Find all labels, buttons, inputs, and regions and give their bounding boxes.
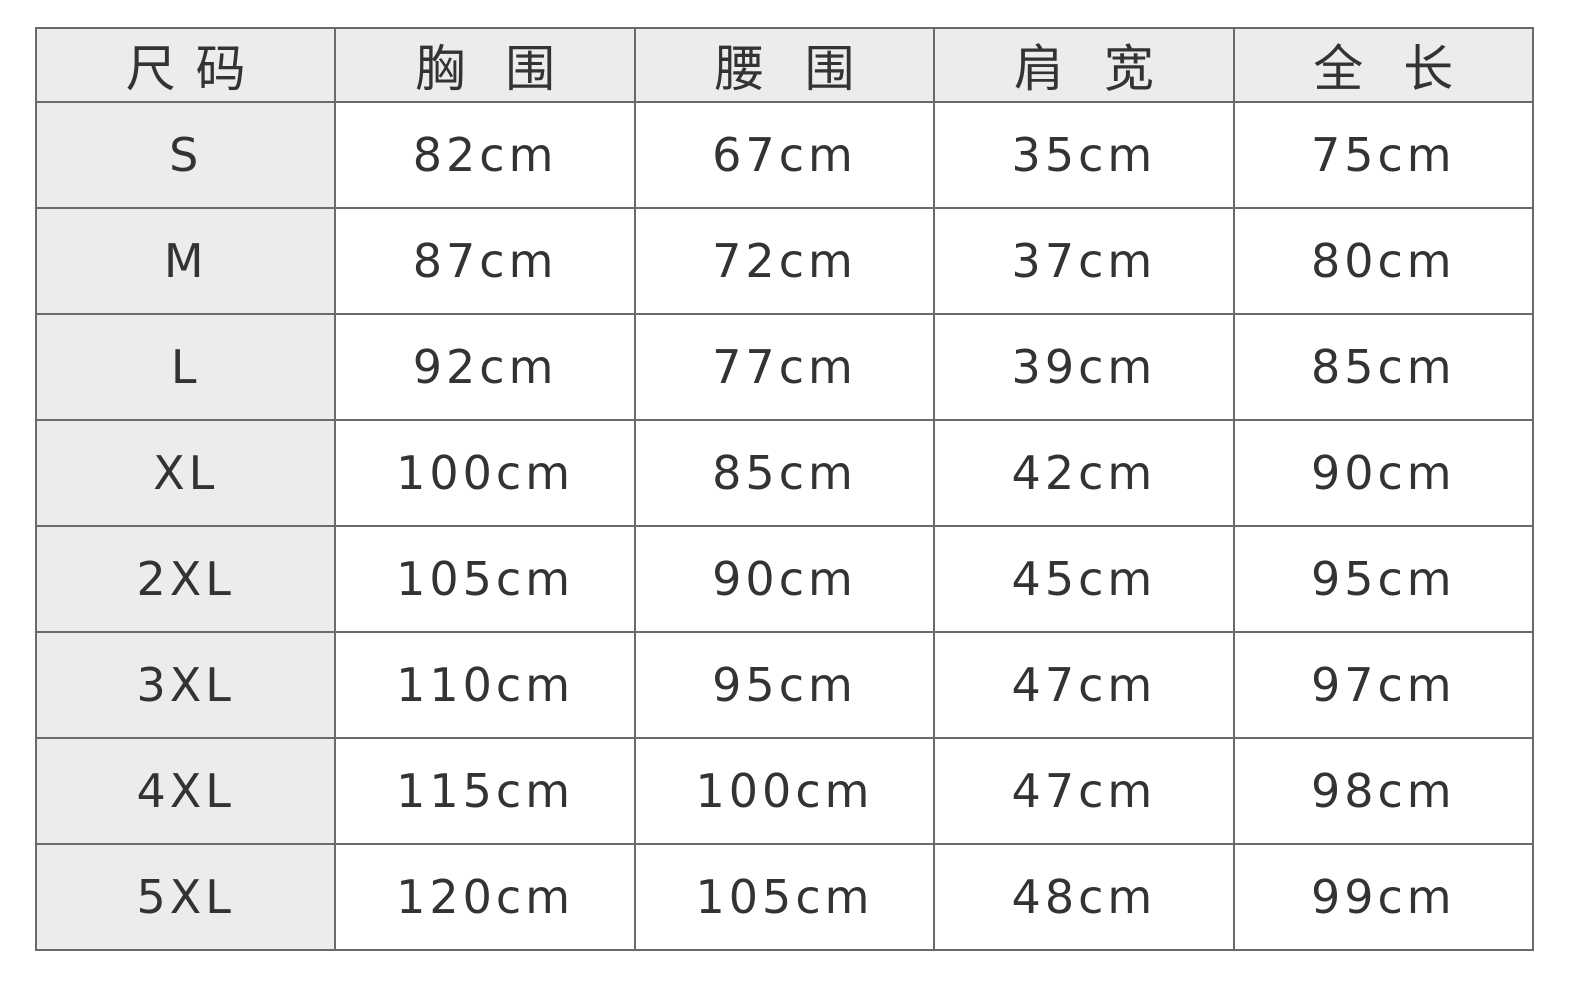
cell-chest: 100cm bbox=[334, 419, 636, 527]
cell-length: 80cm bbox=[1232, 207, 1535, 315]
table-row: 4XL 115cm 100cm 47cm 98cm bbox=[34, 737, 1535, 845]
cell-waist: 72cm bbox=[633, 207, 936, 315]
cell-size: L bbox=[34, 313, 337, 421]
cell-chest: 105cm bbox=[334, 525, 636, 633]
cell-waist: 67cm bbox=[633, 101, 936, 209]
cell-length: 85cm bbox=[1232, 313, 1535, 421]
cell-chest: 115cm bbox=[334, 737, 636, 845]
cell-waist: 90cm bbox=[633, 525, 936, 633]
cell-length: 98cm bbox=[1232, 737, 1535, 845]
table-row: M 87cm 72cm 37cm 80cm bbox=[34, 207, 1535, 315]
cell-size: M bbox=[34, 207, 337, 315]
cell-chest: 92cm bbox=[334, 313, 636, 421]
header-size: 尺码 bbox=[34, 27, 337, 103]
table-row: S 82cm 67cm 35cm 75cm bbox=[34, 101, 1535, 209]
cell-chest: 110cm bbox=[334, 631, 636, 739]
header-waist: 腰围 bbox=[633, 27, 936, 103]
table-row: 5XL 120cm 105cm 48cm 99cm bbox=[34, 843, 1535, 951]
cell-size: 4XL bbox=[34, 737, 337, 845]
cell-size: XL bbox=[34, 419, 337, 527]
cell-chest: 87cm bbox=[334, 207, 636, 315]
cell-shoulder: 42cm bbox=[933, 419, 1235, 527]
cell-size: 3XL bbox=[34, 631, 337, 739]
cell-shoulder: 47cm bbox=[933, 737, 1235, 845]
cell-chest: 82cm bbox=[334, 101, 636, 209]
table-row: L 92cm 77cm 39cm 85cm bbox=[34, 313, 1535, 421]
cell-chest: 120cm bbox=[334, 843, 636, 951]
cell-waist: 77cm bbox=[633, 313, 936, 421]
cell-waist: 85cm bbox=[633, 419, 936, 527]
table-row: 3XL 110cm 95cm 47cm 97cm bbox=[34, 631, 1535, 739]
cell-length: 97cm bbox=[1232, 631, 1535, 739]
cell-waist: 105cm bbox=[633, 843, 936, 951]
size-chart-table: 尺码 胸围 腰围 肩宽 全长 S 82cm 67cm 35cm 75cm M 87cm 72c… bbox=[34, 27, 1535, 951]
cell-length: 99cm bbox=[1232, 843, 1535, 951]
cell-shoulder: 37cm bbox=[933, 207, 1235, 315]
cell-shoulder: 47cm bbox=[933, 631, 1235, 739]
cell-shoulder: 48cm bbox=[933, 843, 1235, 951]
cell-waist: 100cm bbox=[633, 737, 936, 845]
table-row: XL 100cm 85cm 42cm 90cm bbox=[34, 419, 1535, 527]
header-chest: 胸围 bbox=[334, 27, 636, 103]
header-row: 尺码 胸围 腰围 肩宽 全长 bbox=[34, 27, 1535, 103]
cell-shoulder: 45cm bbox=[933, 525, 1235, 633]
cell-size: 2XL bbox=[34, 525, 337, 633]
cell-size: S bbox=[34, 101, 337, 209]
cell-shoulder: 39cm bbox=[933, 313, 1235, 421]
cell-length: 95cm bbox=[1232, 525, 1535, 633]
table-row: 2XL 105cm 90cm 45cm 95cm bbox=[34, 525, 1535, 633]
cell-waist: 95cm bbox=[633, 631, 936, 739]
cell-size: 5XL bbox=[34, 843, 337, 951]
cell-length: 90cm bbox=[1232, 419, 1535, 527]
header-length: 全长 bbox=[1232, 27, 1535, 103]
header-shoulder: 肩宽 bbox=[933, 27, 1235, 103]
cell-length: 75cm bbox=[1232, 101, 1535, 209]
cell-shoulder: 35cm bbox=[933, 101, 1235, 209]
